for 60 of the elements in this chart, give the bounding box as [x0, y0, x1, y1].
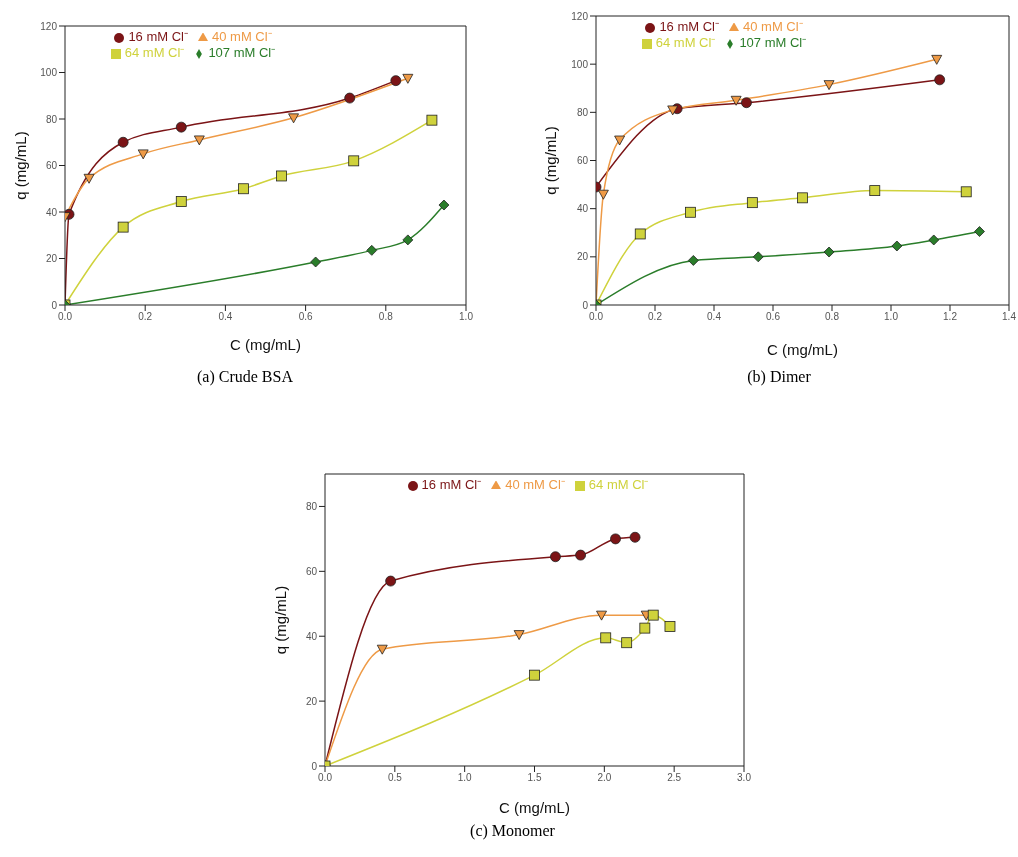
- legend-label: 40 mM Cl⁻: [743, 19, 803, 34]
- legend-label: 16 mM Cl⁻: [659, 19, 719, 34]
- y-axis-title: q (mg/mL): [11, 131, 29, 200]
- x-axis-title: C (mg/mL): [499, 799, 570, 816]
- legend-label: 107 mM Cl⁻: [208, 45, 276, 60]
- y-tick-label: 100: [40, 67, 58, 79]
- legend-label: 40 mM Cl⁻: [505, 477, 565, 492]
- y-tick-label: 60: [305, 565, 318, 577]
- legend-label: 64 mM Cl⁻: [588, 477, 649, 492]
- x-tick-label: 0.2: [648, 311, 663, 323]
- legend-label: 16 mM Cl⁻: [128, 29, 188, 44]
- x-tick-label: 0.8: [825, 311, 840, 323]
- x-tick-label: 1.0: [884, 311, 899, 323]
- x-tick-label: 1.0: [459, 311, 474, 323]
- x-tick-label: 0.0: [318, 772, 333, 784]
- legend-label: 16 mM Cl⁻: [421, 477, 482, 492]
- y-tick-label: 40: [45, 206, 58, 218]
- x-tick-label: 0.5: [387, 772, 403, 784]
- x-tick-label: 1.2: [943, 311, 958, 323]
- x-tick-label: 2.5: [667, 772, 682, 784]
- text: (b) Dimer: [746, 368, 812, 386]
- y-axis-title: q (mg/mL): [271, 585, 289, 655]
- y-tick-label: 20: [45, 253, 58, 265]
- x-tick-label: 1.5: [527, 772, 542, 784]
- y-tick-label: 20: [305, 695, 318, 707]
- y-tick-label: 120: [571, 10, 589, 22]
- x-tick-label: 0.6: [766, 311, 781, 323]
- x-tick-label: 0.0: [58, 311, 73, 323]
- x-axis-title: C (mg/mL): [767, 341, 838, 358]
- x-tick-label: 2.0: [597, 772, 612, 784]
- x-tick-label: 0.4: [707, 311, 722, 323]
- y-tick-label: 80: [576, 106, 589, 118]
- legend-label: 107 mM Cl⁻: [739, 35, 807, 50]
- x-tick-label: 3.0: [737, 772, 752, 784]
- y-tick-label: 60: [45, 160, 58, 172]
- y-tick-label: 60: [576, 155, 589, 167]
- legend-label: 64 mM Cl⁻: [655, 35, 716, 50]
- x-axis-title: C (mg/mL): [230, 336, 301, 353]
- y-tick-label: 40: [576, 203, 589, 215]
- x-tick-label: 0.8: [378, 311, 394, 323]
- x-tick-label: 1.4: [1002, 311, 1017, 323]
- legend-label: 64 mM Cl⁻: [124, 45, 185, 60]
- x-tick-label: 0.2: [138, 311, 153, 323]
- y-tick-label: 0: [582, 299, 589, 311]
- y-axis-title: q (mg/mL): [541, 126, 559, 195]
- y-tick-label: 20: [576, 251, 589, 263]
- legend-label: 40 mM Cl⁻: [212, 29, 272, 44]
- y-tick-label: 0: [311, 760, 318, 772]
- x-tick-label: 0.6: [298, 311, 313, 323]
- text: (c) Monomer: [469, 822, 556, 840]
- x-tick-label: 0.0: [589, 311, 604, 323]
- y-tick-label: 100: [571, 58, 589, 70]
- y-tick-label: 120: [40, 20, 58, 32]
- y-tick-label: 80: [45, 113, 58, 125]
- x-tick-label: 0.4: [218, 311, 233, 323]
- y-tick-label: 40: [305, 630, 318, 642]
- y-tick-label: 80: [305, 500, 318, 512]
- y-tick-label: 0: [51, 299, 58, 311]
- text: (a) Crude BSA: [196, 368, 294, 386]
- x-tick-label: 1.0: [457, 772, 473, 784]
